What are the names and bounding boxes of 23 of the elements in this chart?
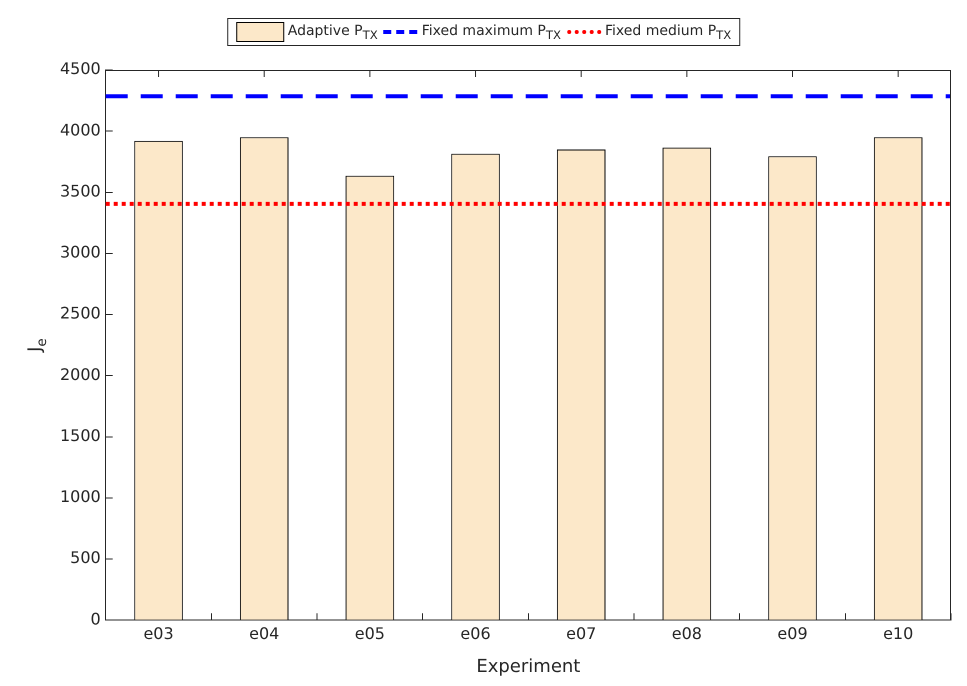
x-tick-label: e04 <box>249 624 280 643</box>
y-tick-label: 4500 <box>60 59 101 78</box>
x-tick-label: e08 <box>672 624 702 643</box>
y-tick-label: 3500 <box>60 181 101 200</box>
y-axis-title: Je <box>24 338 50 353</box>
y-tick-label: 2500 <box>60 304 101 323</box>
x-tick-label: e09 <box>777 624 808 643</box>
legend-label: Adaptive P$_{TX}$ <box>288 22 378 42</box>
legend-label: Fixed maximum P$_{TX}$ <box>422 22 561 42</box>
x-tick-label: e06 <box>460 624 491 643</box>
y-tick-label: 500 <box>70 548 101 568</box>
y-tick-label: 3000 <box>60 242 101 262</box>
y-tick-label: 4000 <box>60 120 101 140</box>
y-tick-label: 2000 <box>60 364 101 384</box>
x-tick-label: e10 <box>883 624 914 643</box>
y-tick-label: 1500 <box>60 426 101 445</box>
x-tick-label: e07 <box>566 624 596 643</box>
legend-label: Fixed medium P$_{TX}$ <box>604 22 732 42</box>
x-axis-title: Experiment <box>476 656 580 677</box>
x-tick-label: e05 <box>354 624 385 643</box>
x-tick-label: e03 <box>143 624 174 643</box>
y-tick-label: 0 <box>90 609 101 628</box>
y-tick-label: 1000 <box>60 487 101 506</box>
